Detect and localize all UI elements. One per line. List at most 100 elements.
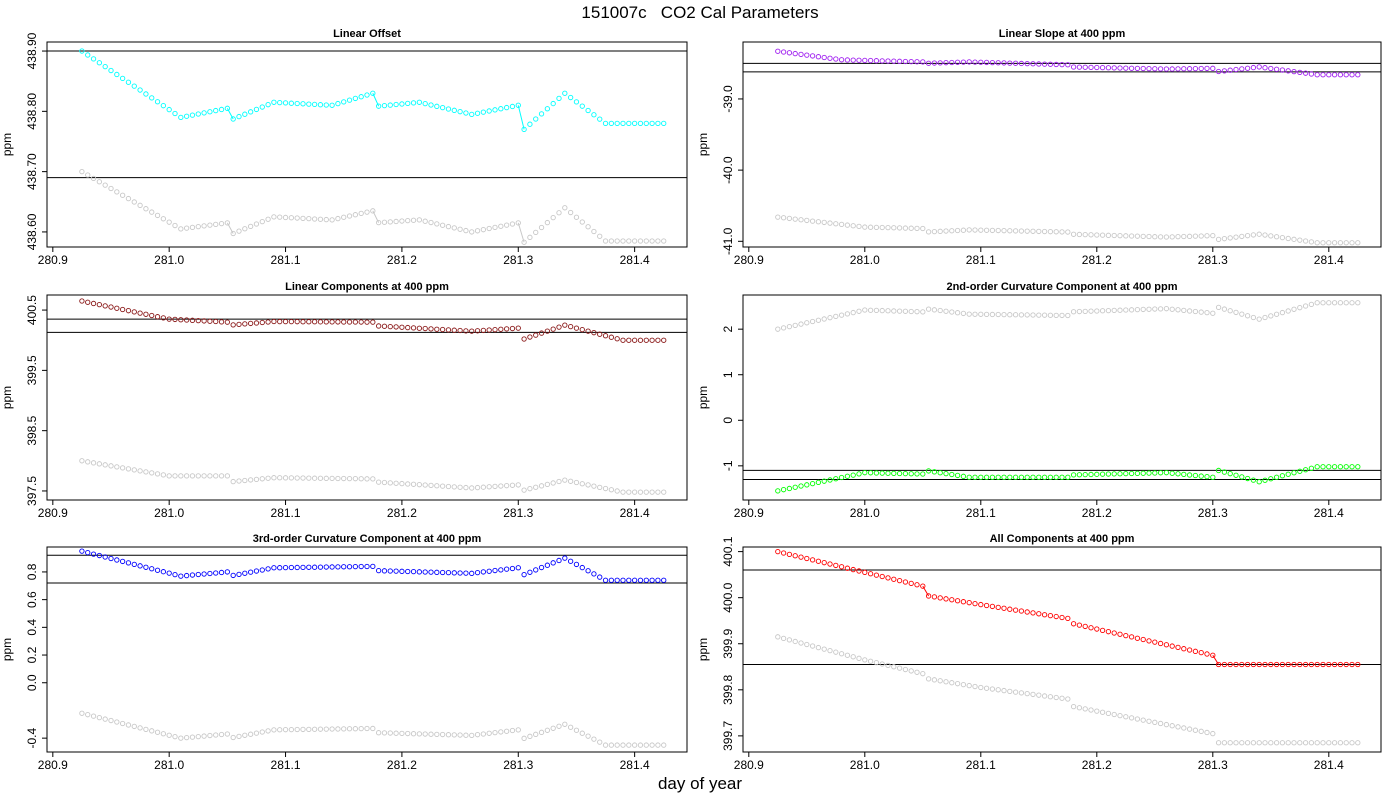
data-point: [207, 318, 213, 324]
data-point: [844, 311, 851, 317]
data-point: [469, 485, 475, 491]
data-point: [838, 57, 845, 63]
data-point: [521, 126, 527, 132]
data-point: [1250, 661, 1257, 668]
data-point: [591, 112, 597, 118]
data-point: [102, 554, 108, 560]
data-point: [649, 489, 655, 495]
plot-frame: [742, 294, 1382, 501]
data-point: [856, 655, 862, 661]
data-point: [486, 225, 492, 232]
data-point: [902, 579, 909, 585]
data-point: [422, 731, 428, 737]
data-point: [1262, 65, 1268, 71]
data-point: [1355, 661, 1361, 668]
data-point: [405, 568, 411, 575]
chart-panel-1: Linear Offset ppm 280.9 281.0 281.1 281.2 281.…: [0, 28, 688, 267]
data-point: [137, 725, 143, 731]
data-point: [538, 483, 545, 489]
data-point: [780, 635, 787, 642]
data-point: [850, 223, 856, 229]
data-point: [556, 95, 562, 102]
data-point: [827, 648, 833, 654]
data-point: [827, 561, 833, 567]
data-point: [885, 224, 891, 231]
panel-title: Linear Slope at 400 ppm: [999, 28, 1126, 40]
data-point: [341, 214, 347, 220]
data-point: [780, 215, 787, 221]
data-point: [311, 319, 318, 325]
data-point: [1279, 234, 1286, 241]
data-point: [954, 598, 961, 604]
data-point: [335, 726, 341, 732]
data-point: [1198, 728, 1204, 734]
data-point: [556, 723, 562, 729]
data-point: [995, 311, 1001, 318]
y-tick-label: 0.2: [25, 646, 39, 663]
data-point: [1331, 240, 1338, 246]
data-point: [364, 563, 370, 570]
data-point: [183, 225, 190, 231]
data-point: [317, 564, 324, 570]
data-point: [213, 221, 219, 228]
data-point: [937, 60, 943, 66]
data-point: [1030, 61, 1036, 67]
data-point: [306, 726, 312, 732]
data-point: [1070, 231, 1077, 237]
data-point: [1140, 306, 1146, 313]
data-point: [509, 325, 516, 332]
data-point: [978, 59, 984, 65]
data-point: [1215, 68, 1222, 75]
data-point: [294, 726, 300, 733]
data-point: [1030, 691, 1036, 698]
data-point: [463, 227, 469, 234]
data-point: [1320, 740, 1326, 746]
data-point: [509, 727, 516, 734]
data-point: [1065, 62, 1071, 68]
x-tick-label: 281.1: [271, 758, 301, 772]
data-point: [608, 487, 615, 493]
data-point: [311, 216, 318, 222]
data-point: [230, 116, 236, 122]
data-point: [1117, 65, 1123, 71]
data-point: [827, 55, 833, 61]
data-point: [1111, 630, 1117, 636]
data-point: [178, 226, 184, 232]
data-point: [1349, 661, 1355, 668]
data-point: [1198, 309, 1204, 315]
x-tick-label: 281.3: [1198, 506, 1228, 520]
data-point: [792, 638, 798, 645]
data-point: [1186, 726, 1193, 732]
data-point: [649, 337, 655, 343]
data-point: [236, 571, 242, 577]
data-point: [1076, 705, 1083, 711]
data-point: [1169, 470, 1175, 476]
data-point: [879, 307, 885, 314]
data-point: [90, 460, 97, 466]
data-point: [300, 319, 306, 325]
data-point: [550, 480, 556, 486]
data-point: [474, 732, 481, 738]
data-point: [1099, 64, 1106, 71]
data-point: [463, 110, 469, 116]
data-point: [815, 479, 822, 486]
x-tick-label: 281.4: [620, 253, 650, 267]
data-point: [1123, 233, 1129, 239]
data-point: [1210, 652, 1216, 658]
data-point: [242, 111, 248, 117]
data-point: [341, 99, 347, 105]
data-point: [282, 475, 289, 481]
data-point: [160, 569, 167, 575]
data-point: [213, 732, 219, 738]
data-series-2: [775, 300, 1361, 332]
data-point: [1343, 661, 1349, 668]
data-point: [1036, 611, 1042, 617]
data-point: [131, 561, 137, 568]
data-point: [294, 564, 300, 571]
data-point: [224, 220, 231, 226]
data-series-1: [775, 464, 1361, 494]
x-tick-label: 280.9: [734, 506, 764, 520]
data-point: [166, 219, 172, 225]
data-point: [827, 315, 833, 321]
data-point: [154, 471, 161, 477]
